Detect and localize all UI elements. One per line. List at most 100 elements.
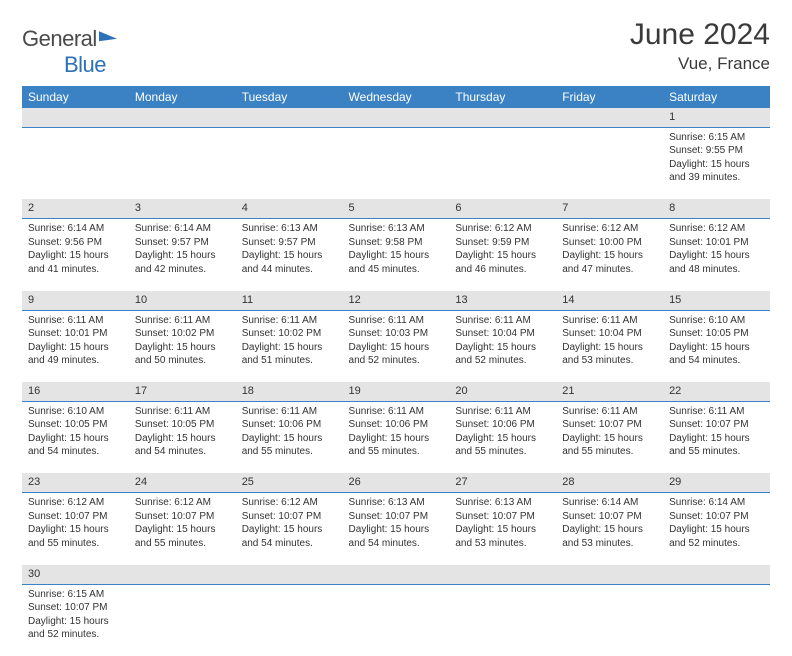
daynum-row: 9101112131415 [22, 291, 770, 310]
day-number-cell: 23 [22, 473, 129, 492]
detail-line: Sunset: 10:01 PM [669, 236, 764, 250]
day-number-cell: 15 [663, 291, 770, 310]
detail-line: Sunset: 10:06 PM [242, 418, 337, 432]
day-detail-cell: Sunrise: 6:11 AMSunset: 10:02 PMDaylight… [129, 310, 236, 382]
detail-line: Daylight: 15 hours [455, 341, 550, 355]
detail-line: Sunset: 10:05 PM [135, 418, 230, 432]
detail-line: Sunset: 9:57 PM [135, 236, 230, 250]
detail-row: Sunrise: 6:11 AMSunset: 10:01 PMDaylight… [22, 310, 770, 382]
detail-row: Sunrise: 6:15 AMSunset: 10:07 PMDaylight… [22, 584, 770, 656]
weekday-header: Wednesday [343, 86, 450, 108]
detail-row: Sunrise: 6:10 AMSunset: 10:05 PMDaylight… [22, 401, 770, 473]
detail-line: Daylight: 15 hours [669, 523, 764, 537]
day-detail-cell: Sunrise: 6:11 AMSunset: 10:06 PMDaylight… [343, 401, 450, 473]
day-number-cell [556, 108, 663, 127]
detail-line: Sunset: 10:05 PM [669, 327, 764, 341]
detail-line: Sunrise: 6:15 AM [669, 131, 764, 145]
day-number-cell: 18 [236, 382, 343, 401]
day-number-cell: 29 [663, 473, 770, 492]
detail-line: and 54 minutes. [242, 537, 337, 551]
day-detail-cell: Sunrise: 6:14 AMSunset: 9:56 PMDaylight:… [22, 219, 129, 291]
detail-line: Sunset: 10:07 PM [28, 601, 123, 615]
detail-line: Sunset: 10:01 PM [28, 327, 123, 341]
detail-line: Sunrise: 6:14 AM [669, 496, 764, 510]
day-number-cell: 7 [556, 199, 663, 218]
detail-line: Sunset: 10:07 PM [562, 418, 657, 432]
detail-line: Sunset: 10:04 PM [455, 327, 550, 341]
day-number-cell: 1 [663, 108, 770, 127]
day-number-cell [449, 565, 556, 584]
day-detail-cell: Sunrise: 6:13 AMSunset: 9:58 PMDaylight:… [343, 219, 450, 291]
detail-line: and 55 minutes. [242, 445, 337, 459]
detail-line: Sunrise: 6:11 AM [135, 314, 230, 328]
detail-line: Daylight: 15 hours [562, 432, 657, 446]
day-detail-cell: Sunrise: 6:13 AMSunset: 9:57 PMDaylight:… [236, 219, 343, 291]
detail-line: and 54 minutes. [135, 445, 230, 459]
detail-line: Sunset: 9:59 PM [455, 236, 550, 250]
calendar-body: 1Sunrise: 6:15 AMSunset: 9:55 PMDaylight… [22, 108, 770, 656]
detail-line: Daylight: 15 hours [135, 341, 230, 355]
detail-line: Sunrise: 6:14 AM [135, 222, 230, 236]
day-detail-cell [22, 127, 129, 199]
detail-line: Sunset: 10:07 PM [135, 510, 230, 524]
detail-line: Sunset: 10:03 PM [349, 327, 444, 341]
detail-line: Sunrise: 6:12 AM [28, 496, 123, 510]
day-detail-cell: Sunrise: 6:12 AMSunset: 10:01 PMDaylight… [663, 219, 770, 291]
detail-line: Sunrise: 6:15 AM [28, 588, 123, 602]
day-detail-cell: Sunrise: 6:14 AMSunset: 10:07 PMDaylight… [556, 493, 663, 565]
day-number-cell [343, 108, 450, 127]
day-number-cell: 24 [129, 473, 236, 492]
day-detail-cell [343, 584, 450, 656]
detail-line: and 55 minutes. [28, 537, 123, 551]
day-number-cell [236, 108, 343, 127]
daynum-row: 23242526272829 [22, 473, 770, 492]
detail-line: and 41 minutes. [28, 263, 123, 277]
day-number-cell: 12 [343, 291, 450, 310]
flag-icon [99, 29, 117, 42]
detail-line: Sunset: 10:06 PM [349, 418, 444, 432]
daynum-row: 1 [22, 108, 770, 127]
detail-line: Sunset: 10:07 PM [455, 510, 550, 524]
day-detail-cell: Sunrise: 6:12 AMSunset: 10:07 PMDaylight… [236, 493, 343, 565]
day-number-cell [22, 108, 129, 127]
daynum-row: 16171819202122 [22, 382, 770, 401]
detail-line: Daylight: 15 hours [28, 249, 123, 263]
detail-line: Sunrise: 6:10 AM [28, 405, 123, 419]
detail-line: Sunrise: 6:11 AM [242, 314, 337, 328]
day-detail-cell: Sunrise: 6:11 AMSunset: 10:04 PMDaylight… [449, 310, 556, 382]
detail-line: and 55 minutes. [455, 445, 550, 459]
day-detail-cell [556, 127, 663, 199]
weekday-row: SundayMondayTuesdayWednesdayThursdayFrid… [22, 86, 770, 108]
detail-line: Sunrise: 6:11 AM [349, 314, 444, 328]
detail-line: Daylight: 15 hours [28, 341, 123, 355]
detail-line: Daylight: 15 hours [135, 523, 230, 537]
day-detail-cell [449, 127, 556, 199]
detail-line: Sunrise: 6:11 AM [135, 405, 230, 419]
day-detail-cell: Sunrise: 6:15 AMSunset: 10:07 PMDaylight… [22, 584, 129, 656]
day-detail-cell: Sunrise: 6:12 AMSunset: 10:07 PMDaylight… [22, 493, 129, 565]
detail-line: Sunrise: 6:11 AM [28, 314, 123, 328]
day-detail-cell: Sunrise: 6:11 AMSunset: 10:07 PMDaylight… [663, 401, 770, 473]
day-detail-cell: Sunrise: 6:12 AMSunset: 10:00 PMDaylight… [556, 219, 663, 291]
day-number-cell: 8 [663, 199, 770, 218]
detail-line: and 53 minutes. [562, 354, 657, 368]
day-number-cell [129, 108, 236, 127]
detail-row: Sunrise: 6:15 AMSunset: 9:55 PMDaylight:… [22, 127, 770, 199]
day-number-cell: 21 [556, 382, 663, 401]
detail-row: Sunrise: 6:12 AMSunset: 10:07 PMDaylight… [22, 493, 770, 565]
detail-line: Daylight: 15 hours [669, 249, 764, 263]
day-detail-cell: Sunrise: 6:13 AMSunset: 10:07 PMDaylight… [449, 493, 556, 565]
weekday-header: Friday [556, 86, 663, 108]
detail-line: Sunrise: 6:11 AM [562, 405, 657, 419]
day-number-cell: 26 [343, 473, 450, 492]
detail-line: and 54 minutes. [28, 445, 123, 459]
detail-line: and 39 minutes. [669, 171, 764, 185]
detail-line: and 55 minutes. [562, 445, 657, 459]
detail-line: and 54 minutes. [349, 537, 444, 551]
detail-line: Daylight: 15 hours [562, 341, 657, 355]
detail-line: and 44 minutes. [242, 263, 337, 277]
detail-line: and 42 minutes. [135, 263, 230, 277]
day-number-cell: 6 [449, 199, 556, 218]
detail-line: Sunset: 10:05 PM [28, 418, 123, 432]
page-header: General Blue June 2024 Vue, France [22, 18, 770, 78]
